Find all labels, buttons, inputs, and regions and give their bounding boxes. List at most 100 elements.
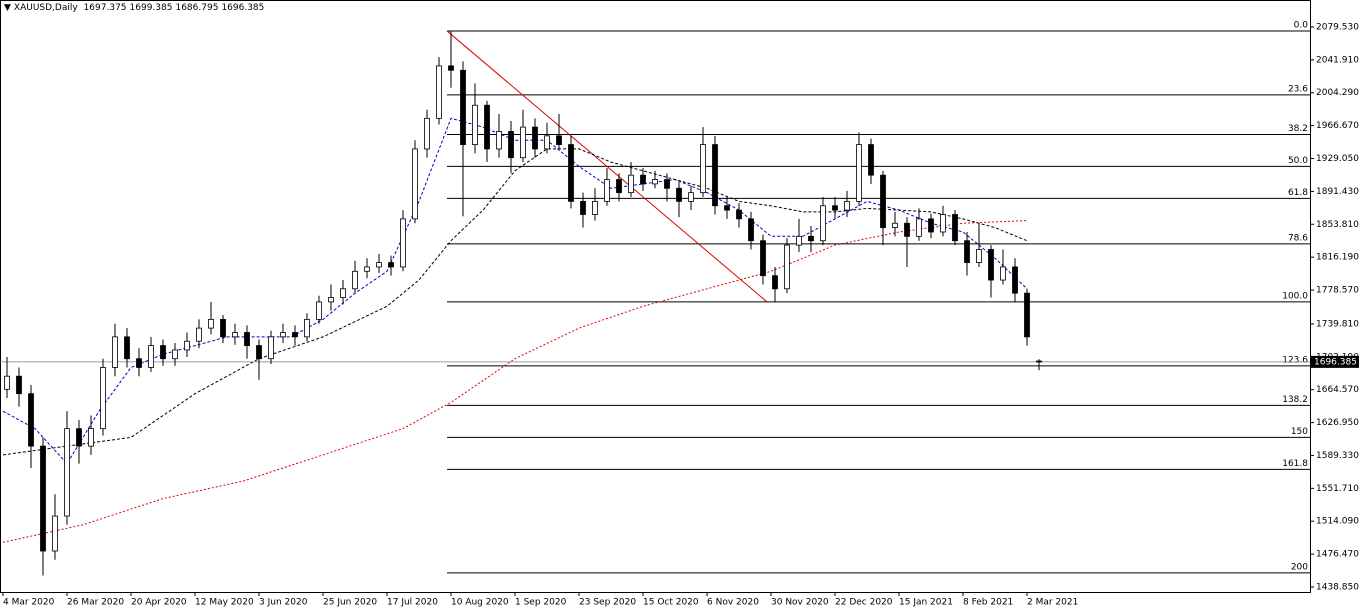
x-tick-label: 23 Sep 2020 bbox=[579, 598, 636, 608]
candle-body bbox=[556, 135, 562, 145]
candle-body bbox=[304, 318, 310, 338]
candle-body bbox=[1000, 266, 1006, 281]
candle-body bbox=[1012, 266, 1018, 294]
candle-body bbox=[760, 240, 766, 277]
candle-body bbox=[952, 214, 958, 242]
fib-level-label: 138.2 bbox=[1282, 395, 1308, 405]
fib-level-label: 0.0 bbox=[1294, 20, 1309, 30]
candle-body bbox=[700, 144, 706, 194]
y-tick-label: 1438.850 bbox=[1316, 582, 1359, 592]
candle-body bbox=[856, 144, 862, 202]
candle-body bbox=[472, 104, 478, 145]
y-tick-label: 1778.570 bbox=[1316, 286, 1359, 296]
close-value: 1696.385 bbox=[221, 3, 265, 13]
x-tick-label: 3 Jun 2020 bbox=[259, 598, 308, 608]
y-tick-label: 1626.950 bbox=[1316, 418, 1359, 428]
trendline bbox=[446, 30, 768, 303]
y-tick-label: 2079.530 bbox=[1316, 22, 1359, 32]
x-tick-label: 4 Mar 2020 bbox=[3, 598, 55, 608]
open-value: 1697.375 bbox=[83, 3, 127, 13]
candle-body bbox=[1024, 292, 1030, 338]
y-tick-label: 1739.810 bbox=[1316, 319, 1359, 329]
candle-body bbox=[412, 148, 418, 220]
candle-body bbox=[736, 209, 742, 220]
candle-body bbox=[784, 244, 790, 290]
candle-body bbox=[976, 249, 982, 263]
candle-body bbox=[112, 336, 118, 368]
price-label: 1696.385 bbox=[1314, 357, 1357, 367]
candle-body bbox=[1036, 360, 1042, 363]
fib-level-label: 200 bbox=[1291, 562, 1308, 572]
candle-body bbox=[916, 218, 922, 237]
candle-body bbox=[268, 336, 274, 360]
x-tick-label: 6 Nov 2020 bbox=[707, 598, 759, 608]
y-tick-label: 1514.090 bbox=[1316, 517, 1359, 527]
candle-body bbox=[580, 200, 586, 215]
x-tick-label: 22 Dec 2020 bbox=[835, 598, 893, 608]
candle-body bbox=[688, 192, 694, 202]
moving-average bbox=[2, 148, 1028, 456]
candle-body bbox=[520, 126, 526, 159]
candle-body bbox=[256, 345, 262, 360]
candle-body bbox=[484, 104, 490, 150]
candle-body bbox=[712, 144, 718, 207]
x-tick-label: 15 Jan 2021 bbox=[899, 598, 953, 608]
candle-body bbox=[172, 349, 178, 360]
candle-body bbox=[892, 222, 898, 229]
x-tick-label: 1 Sep 2020 bbox=[515, 598, 567, 608]
chart-header: ▼ XAUUSD,Daily 1697.375 1699.385 1686.795 16… bbox=[4, 3, 267, 13]
candle-body bbox=[160, 345, 166, 360]
x-tick-label: 10 Aug 2020 bbox=[451, 598, 509, 608]
candle-body bbox=[988, 249, 994, 281]
symbol: XAUUSD,Daily bbox=[13, 3, 78, 13]
y-tick-label: 2004.290 bbox=[1316, 88, 1359, 98]
y-tick-label: 1551.710 bbox=[1316, 484, 1359, 494]
candle-body bbox=[664, 179, 670, 189]
fib-level-label: 100.0 bbox=[1282, 291, 1308, 301]
candle-body bbox=[88, 428, 94, 447]
y-tick-label: 1891.430 bbox=[1316, 187, 1359, 197]
candle-body bbox=[232, 332, 238, 338]
candle-body bbox=[832, 205, 838, 211]
fib-level-label: 161.8 bbox=[1282, 459, 1308, 469]
candle-body bbox=[184, 340, 190, 351]
candle-body bbox=[196, 327, 202, 342]
x-tick-label: 30 Nov 2020 bbox=[771, 598, 829, 608]
header-arrow: ▼ bbox=[4, 3, 11, 13]
fib-level-label: 50.0 bbox=[1288, 156, 1308, 166]
candle-body bbox=[532, 126, 538, 150]
high-value: 1699.385 bbox=[129, 3, 173, 13]
x-tick-label: 8 Feb 2021 bbox=[963, 598, 1013, 608]
moving-average bbox=[2, 220, 1028, 543]
price-label-box bbox=[1311, 355, 1359, 368]
candle-body bbox=[352, 270, 358, 290]
candle-body bbox=[724, 205, 730, 211]
candle-body bbox=[100, 367, 106, 430]
y-tick-label: 1664.570 bbox=[1316, 385, 1359, 395]
candle-body bbox=[748, 218, 754, 242]
candle-body bbox=[40, 445, 46, 552]
y-tick-label: 1929.050 bbox=[1316, 154, 1359, 164]
candle-body bbox=[328, 297, 334, 303]
candle-body bbox=[496, 131, 502, 150]
candle-body bbox=[424, 117, 430, 150]
candle-body bbox=[592, 200, 598, 215]
candle-body bbox=[400, 218, 406, 268]
candle-body bbox=[616, 179, 622, 194]
y-tick-label: 1853.810 bbox=[1316, 220, 1359, 230]
candle-body bbox=[316, 301, 322, 320]
candle-body bbox=[796, 235, 802, 246]
plot-frame bbox=[0, 0, 1311, 593]
candle-body bbox=[904, 222, 910, 237]
candle-body bbox=[880, 174, 886, 229]
y-tick-label: 2041.910 bbox=[1316, 55, 1359, 65]
fib-level-label: 61.8 bbox=[1288, 188, 1308, 198]
candle-body bbox=[652, 179, 658, 185]
fib-level-label: 78.6 bbox=[1288, 233, 1308, 243]
fib-level-label: 23.6 bbox=[1288, 84, 1308, 94]
candle-body bbox=[16, 375, 22, 395]
candle-body bbox=[772, 275, 778, 290]
fib-level-label: 38.2 bbox=[1288, 124, 1308, 134]
